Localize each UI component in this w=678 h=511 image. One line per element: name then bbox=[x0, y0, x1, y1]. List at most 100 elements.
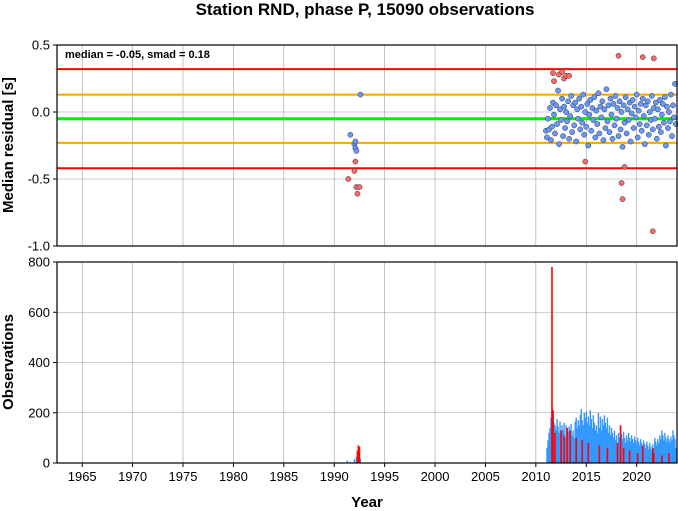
observation-bar bbox=[577, 420, 579, 463]
outlier-point bbox=[351, 168, 358, 174]
inlier-point bbox=[578, 103, 585, 110]
inlier-point bbox=[613, 115, 620, 122]
inlier-point bbox=[565, 98, 571, 105]
inlier-point bbox=[575, 115, 582, 122]
observation-bar bbox=[553, 422, 555, 463]
observation-bar bbox=[623, 437, 626, 463]
observation-bar bbox=[606, 417, 609, 463]
inlier-point bbox=[588, 127, 595, 134]
outlier-observation-bar bbox=[551, 267, 553, 463]
observation-bar bbox=[617, 432, 620, 463]
inlier-point bbox=[657, 97, 663, 103]
observation-bar bbox=[579, 415, 581, 463]
x-tick-label: 2020 bbox=[622, 469, 651, 484]
inlier-point bbox=[659, 111, 665, 118]
observation-bar bbox=[632, 442, 635, 463]
inlier-point bbox=[562, 125, 568, 131]
outlier-observation-bar bbox=[598, 445, 601, 463]
observations-y-tick-label: 0 bbox=[43, 456, 50, 471]
observations-y-tick-label: 400 bbox=[28, 355, 50, 370]
observation-bar bbox=[637, 441, 640, 463]
inlier-point bbox=[556, 141, 562, 148]
observation-bar bbox=[631, 439, 634, 463]
outlier-observation-bar bbox=[357, 445, 360, 463]
observation-bar bbox=[633, 436, 636, 463]
observation-bar bbox=[570, 424, 572, 463]
inlier-point bbox=[357, 91, 364, 98]
outlier-observation-bar bbox=[560, 430, 562, 463]
observation-bar bbox=[659, 435, 661, 463]
x-tick-label: 2005 bbox=[471, 469, 500, 484]
observation-bar bbox=[349, 461, 352, 463]
inlier-point bbox=[640, 113, 647, 119]
residual-y-axis-label: Median residual [s] bbox=[0, 77, 17, 213]
inlier-point bbox=[347, 131, 354, 138]
median-annotation: median = -0.05, smad = 0.18 bbox=[65, 49, 210, 61]
observation-bar bbox=[568, 426, 570, 463]
inlier-point bbox=[665, 125, 671, 131]
inlier-point bbox=[572, 99, 579, 106]
observations-y-tick-label: 200 bbox=[28, 405, 50, 420]
inlier-point bbox=[618, 109, 625, 115]
inlier-point bbox=[611, 122, 618, 129]
observation-bar bbox=[618, 437, 621, 463]
observation-bar bbox=[604, 422, 607, 463]
inlier-point bbox=[645, 131, 652, 138]
inlier-point bbox=[564, 118, 570, 125]
observation-bar bbox=[635, 444, 638, 463]
observation-bar bbox=[588, 425, 590, 463]
inlier-point bbox=[623, 130, 630, 137]
inlier-point bbox=[656, 123, 662, 130]
observation-bar bbox=[574, 421, 576, 463]
outlier-observation-bar bbox=[653, 452, 655, 463]
inlier-point bbox=[352, 138, 359, 145]
inlier-point bbox=[586, 111, 593, 118]
outlier-observation-bar bbox=[356, 450, 359, 463]
inlier-point bbox=[636, 121, 643, 127]
observation-bar bbox=[561, 425, 563, 463]
observation-bar bbox=[603, 415, 606, 463]
observation-bar bbox=[584, 417, 586, 463]
observation-bar bbox=[646, 441, 648, 463]
inlier-point bbox=[573, 138, 580, 145]
inlier-point bbox=[666, 109, 672, 115]
inlier-point bbox=[631, 103, 638, 110]
outlier-observation-bar bbox=[641, 445, 644, 463]
observation-bar bbox=[669, 442, 671, 463]
observation-bar bbox=[645, 447, 647, 463]
observation-bar bbox=[594, 430, 597, 463]
observation-bar bbox=[634, 440, 637, 463]
observation-bar bbox=[650, 446, 652, 463]
residual-y-tick-label: -1.0 bbox=[28, 239, 50, 254]
outlier-point bbox=[615, 52, 622, 59]
inlier-point bbox=[574, 106, 581, 113]
inlier-point bbox=[669, 133, 675, 139]
outlier-observation-bar bbox=[619, 425, 622, 463]
observation-bar bbox=[649, 442, 651, 463]
inlier-point bbox=[619, 143, 626, 150]
inlier-point bbox=[604, 118, 611, 125]
inlier-point bbox=[660, 101, 666, 107]
observation-bar bbox=[586, 422, 588, 463]
inlier-point bbox=[652, 99, 659, 106]
outlier-point bbox=[582, 158, 589, 165]
inlier-point bbox=[568, 93, 574, 99]
observation-bar bbox=[648, 449, 650, 463]
inlier-point bbox=[627, 138, 634, 145]
inlier-point bbox=[596, 130, 603, 137]
inlier-point bbox=[617, 126, 624, 133]
observation-bar bbox=[587, 416, 589, 463]
observation-bar bbox=[607, 432, 610, 463]
observation-bar bbox=[647, 445, 649, 463]
inlier-point bbox=[591, 94, 598, 101]
observation-bar bbox=[609, 435, 612, 463]
observation-bar bbox=[644, 444, 646, 463]
residual-plot-frame bbox=[56, 44, 678, 247]
observation-bar bbox=[580, 408, 582, 463]
observation-bar bbox=[611, 432, 614, 463]
observation-bar bbox=[651, 450, 653, 463]
observation-bar bbox=[624, 442, 627, 463]
outlier-observation-bar bbox=[668, 452, 670, 463]
observation-bar bbox=[555, 430, 557, 463]
observation-bar bbox=[556, 419, 558, 463]
